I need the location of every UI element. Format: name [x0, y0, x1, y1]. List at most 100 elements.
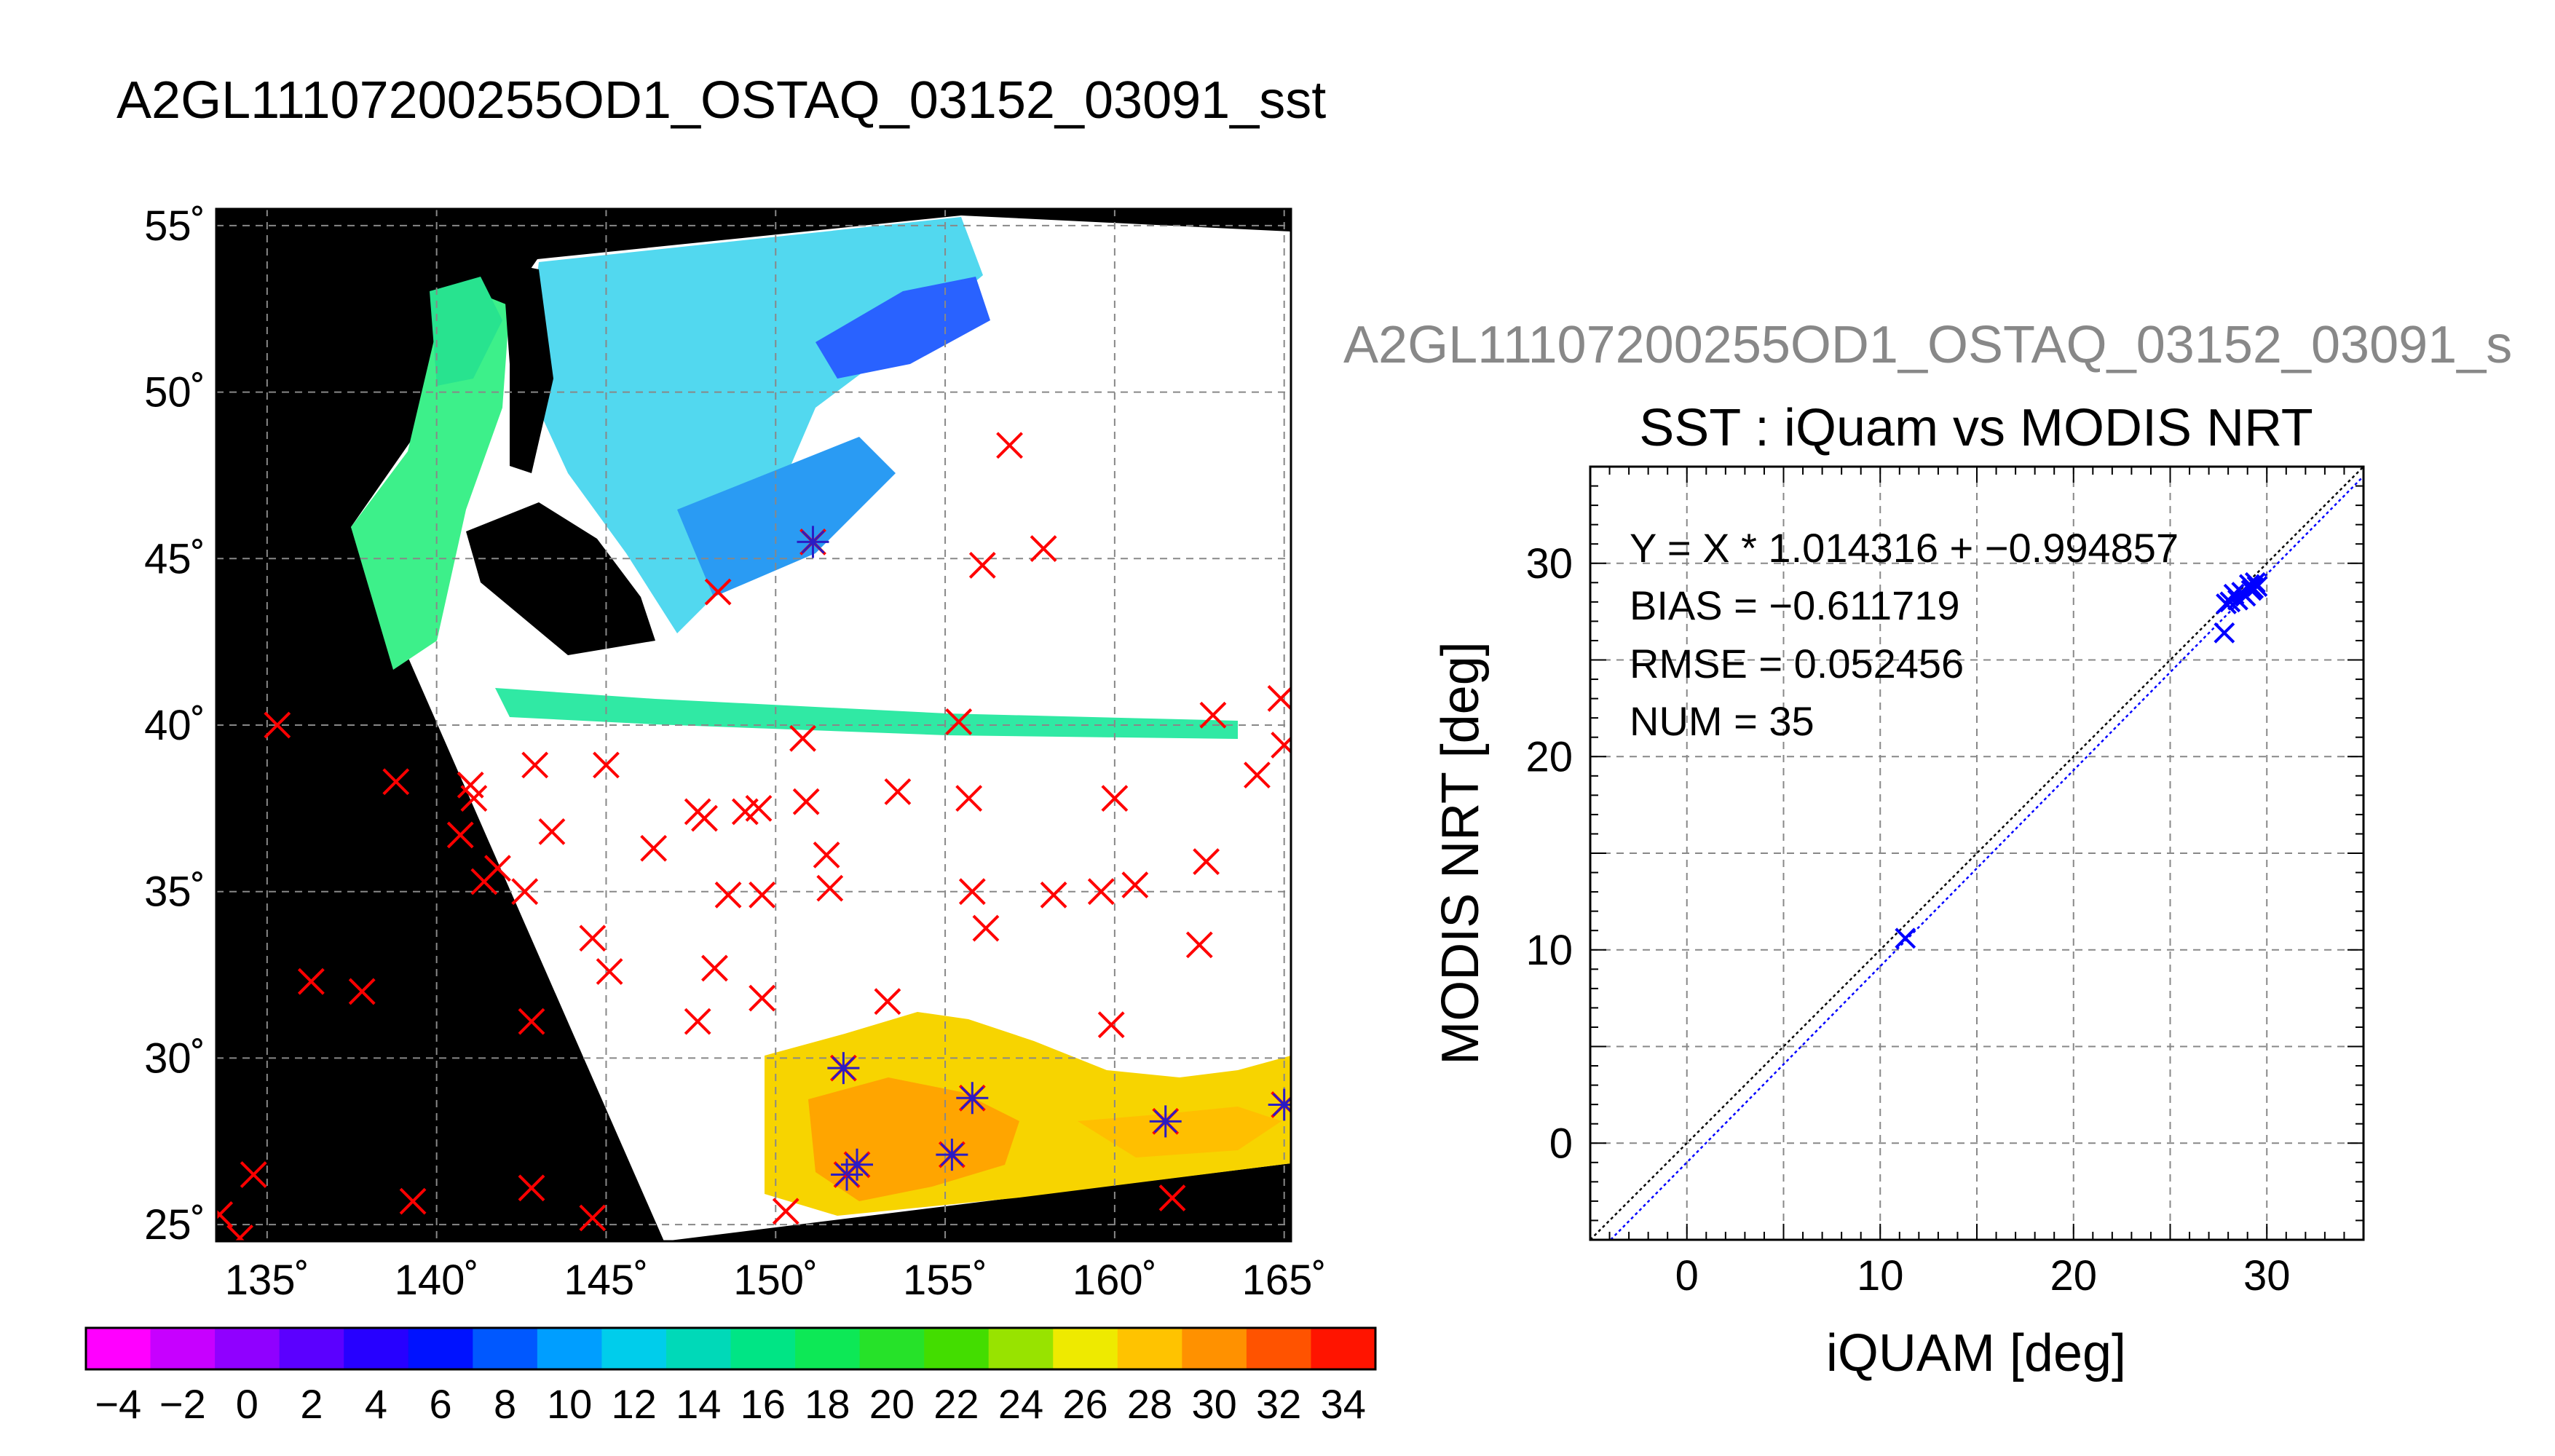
- lon-tick-label: 165˚: [1242, 1257, 1327, 1304]
- y-tick-label: 20: [1525, 733, 1573, 780]
- map-frame: [215, 207, 1292, 1243]
- buoy-marker: [264, 711, 291, 739]
- colorbar-label: 14: [676, 1381, 721, 1427]
- lon-tick-label: 155˚: [903, 1257, 987, 1304]
- colorbar-cell: [1053, 1328, 1118, 1369]
- chart-title: SST : iQuam vs MODIS NRT: [1639, 399, 2313, 457]
- colorbar-cell: [215, 1328, 280, 1369]
- buoy-marker: [1030, 535, 1057, 562]
- sea-of-japan-sst: [351, 291, 510, 670]
- buoy-marker: [382, 768, 410, 796]
- colorbar-label: −4: [95, 1381, 141, 1427]
- lon-tick-label: 160˚: [1073, 1257, 1157, 1304]
- buoy-marker: [701, 954, 728, 982]
- colorbar: −4 −2 0 2 4 6 8 10 12 14 16 18 20 22 24 26 28 30 32 34: [84, 1326, 1377, 1427]
- y-tick-label: 0: [1549, 1120, 1573, 1167]
- buoy-marker: [792, 788, 820, 815]
- buoy-marker: [484, 855, 511, 882]
- x-tick-label: 0: [1675, 1252, 1699, 1299]
- mid-lat-sst-strip: [495, 688, 1238, 739]
- scatter-points: [1895, 571, 2268, 949]
- colorbar-label: 22: [933, 1381, 979, 1427]
- colorbar-cell: [666, 1328, 731, 1369]
- buoy-marker: [945, 708, 973, 735]
- lon-tick-label: 145˚: [564, 1257, 648, 1304]
- buoy-marker: [1087, 878, 1115, 906]
- y-axis-label: MODIS NRT [deg]: [1431, 641, 1490, 1065]
- buoy-marker: [684, 1008, 711, 1035]
- green-sst-patch: [430, 277, 502, 386]
- buoy-marker: [579, 925, 607, 952]
- buoy-marker: [996, 432, 1023, 459]
- scatter-point: [2214, 622, 2235, 644]
- scatter-supertitle: A2GL11107200255OD1_OSTAQ_03152_03091_s: [1343, 316, 2512, 374]
- matched-marker-star: [936, 1139, 968, 1171]
- lon-tick-label: 140˚: [395, 1257, 479, 1304]
- colorbar-label: 18: [805, 1381, 850, 1427]
- map-grid: [216, 209, 1291, 1241]
- matched-marker-star: [797, 526, 829, 558]
- fit-equation: Y = X * 1.014316 + −0.994857: [1630, 525, 2179, 571]
- buoy-marker: [714, 881, 742, 909]
- buoy-marker: [240, 1161, 267, 1188]
- colorbar-label: 6: [429, 1381, 451, 1427]
- x-tick-label: 30: [2243, 1252, 2291, 1299]
- num-stat: NUM = 35: [1630, 698, 1814, 744]
- matched-marker-star: [956, 1082, 989, 1115]
- y-tick-label: 30: [1525, 540, 1573, 587]
- x-tick-label: 10: [1857, 1252, 1904, 1299]
- scatter-chart: SST : iQuam vs MODIS NRT 0 10 20 300102030 …: [1431, 399, 2365, 1382]
- buoy-marker: [1158, 1184, 1186, 1211]
- x-tick-label: 20: [2050, 1252, 2097, 1299]
- scatter-point: [2240, 579, 2262, 601]
- buoy-marker: [518, 1174, 545, 1202]
- buoy-marker: [460, 785, 488, 812]
- map-markers: [216, 432, 1291, 1241]
- lat-tick-label: 45˚: [144, 535, 205, 582]
- buoy-marker: [1267, 684, 1291, 712]
- buoy-marker: [1040, 881, 1067, 909]
- buoy-marker: [1199, 701, 1227, 729]
- sst-map: 135˚ 140˚ 145˚ 150˚ 155˚ 160˚ 165˚ 25˚ 30˚ 35˚ 40˚…: [144, 202, 1327, 1304]
- buoy-marker: [596, 958, 623, 985]
- land-hokkaido: [466, 502, 655, 655]
- rmse-stat: RMSE = 0.052456: [1630, 641, 1964, 687]
- buoy-marker: [968, 552, 996, 579]
- buoy-marker: [538, 818, 566, 845]
- colorbar-label: 24: [998, 1381, 1043, 1427]
- colorbar-frame: [84, 1326, 1377, 1371]
- buoy-marker: [874, 988, 901, 1016]
- buoy-marker: [816, 874, 844, 902]
- buoy-marker: [1185, 931, 1213, 959]
- colorbar-label: 28: [1127, 1381, 1172, 1427]
- colorbar-cell: [86, 1328, 151, 1369]
- colorbar-cell: [924, 1328, 990, 1369]
- matched-marker-star: [827, 1052, 860, 1085]
- colorbar-label: 2: [300, 1381, 323, 1427]
- colorbar-label: 0: [236, 1381, 258, 1427]
- colorbar-label: 32: [1256, 1381, 1301, 1427]
- colorbar-label: 12: [612, 1381, 657, 1427]
- colorbar-label: 8: [494, 1381, 516, 1427]
- buoy-marker: [958, 878, 986, 906]
- very-cold-sst-region: [816, 277, 990, 379]
- colorbar-label: 10: [547, 1381, 592, 1427]
- matched-marker-star: [841, 1148, 874, 1181]
- buoy-marker: [691, 804, 718, 832]
- matched-marker-star: [1268, 1088, 1291, 1121]
- lon-tick-label: 150˚: [733, 1257, 818, 1304]
- lat-tick-label: 30˚: [144, 1034, 205, 1082]
- colorbar-label: 34: [1321, 1381, 1366, 1427]
- buoy-marker: [348, 978, 376, 1005]
- buoy-marker: [1121, 871, 1149, 898]
- lon-tick-label: 135˚: [225, 1257, 309, 1304]
- buoy-marker: [813, 841, 840, 869]
- buoy-marker: [1101, 785, 1129, 812]
- scatter-point: [1895, 927, 1916, 949]
- colorbar-cell: [795, 1328, 861, 1369]
- buoy-marker: [1193, 848, 1220, 875]
- lat-tick-label: 40˚: [144, 702, 205, 749]
- colorbar-cell: [473, 1328, 538, 1369]
- lat-tick-label: 55˚: [144, 202, 205, 250]
